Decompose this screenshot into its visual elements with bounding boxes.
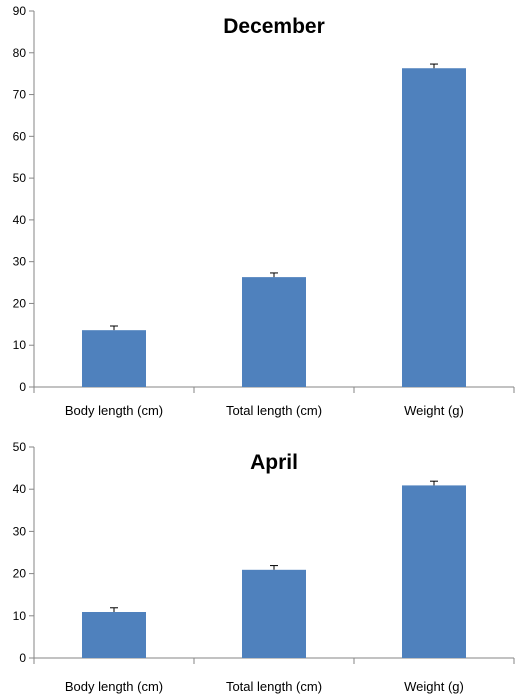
december-y-tick-label: 90 [13,4,27,18]
december-category-label-body-length: Body length (cm) [65,403,163,418]
april-y-tick-label: 40 [13,482,27,496]
april-bar-total-length [242,569,306,658]
april-bar-body-length [82,612,146,658]
december-y-tick-label: 20 [13,296,27,310]
april-chart: 0 10 20 30 40 50 Body length (cm) Total length … [13,440,515,694]
april-y-tick-label: 20 [13,567,27,581]
december-y-tick-label: 10 [13,338,27,352]
december-bar-weight [402,68,466,387]
december-y-tick-label: 50 [13,171,27,185]
april-y-tick-label: 30 [13,524,27,538]
december-y-tick-label: 30 [13,255,27,269]
april-category-label-total-length: Total length (cm) [226,679,322,694]
april-category-label-weight: Weight (g) [404,679,464,694]
april-y-tick-label: 10 [13,609,27,623]
december-chart: 0 10 20 30 40 50 60 70 80 90 Body length (cm) Total… [13,4,515,418]
april-category-label-body-length: Body length (cm) [65,679,163,694]
april-chart-title: April [250,451,298,474]
december-bar-body-length [82,330,146,387]
december-y-tick-label: 70 [13,88,27,102]
december-category-label-weight: Weight (g) [404,403,464,418]
december-y-tick-label: 40 [13,213,27,227]
april-bar-weight [402,485,466,658]
december-y-tick-label: 60 [13,129,27,143]
december-bar-total-length [242,277,306,387]
december-chart-title: December [223,15,325,38]
april-y-tick-label: 50 [13,440,27,454]
april-y-tick-label: 0 [19,651,26,665]
december-category-label-total-length: Total length (cm) [226,403,322,418]
december-y-tick-label: 80 [13,46,27,60]
december-y-tick-label: 0 [19,380,26,394]
